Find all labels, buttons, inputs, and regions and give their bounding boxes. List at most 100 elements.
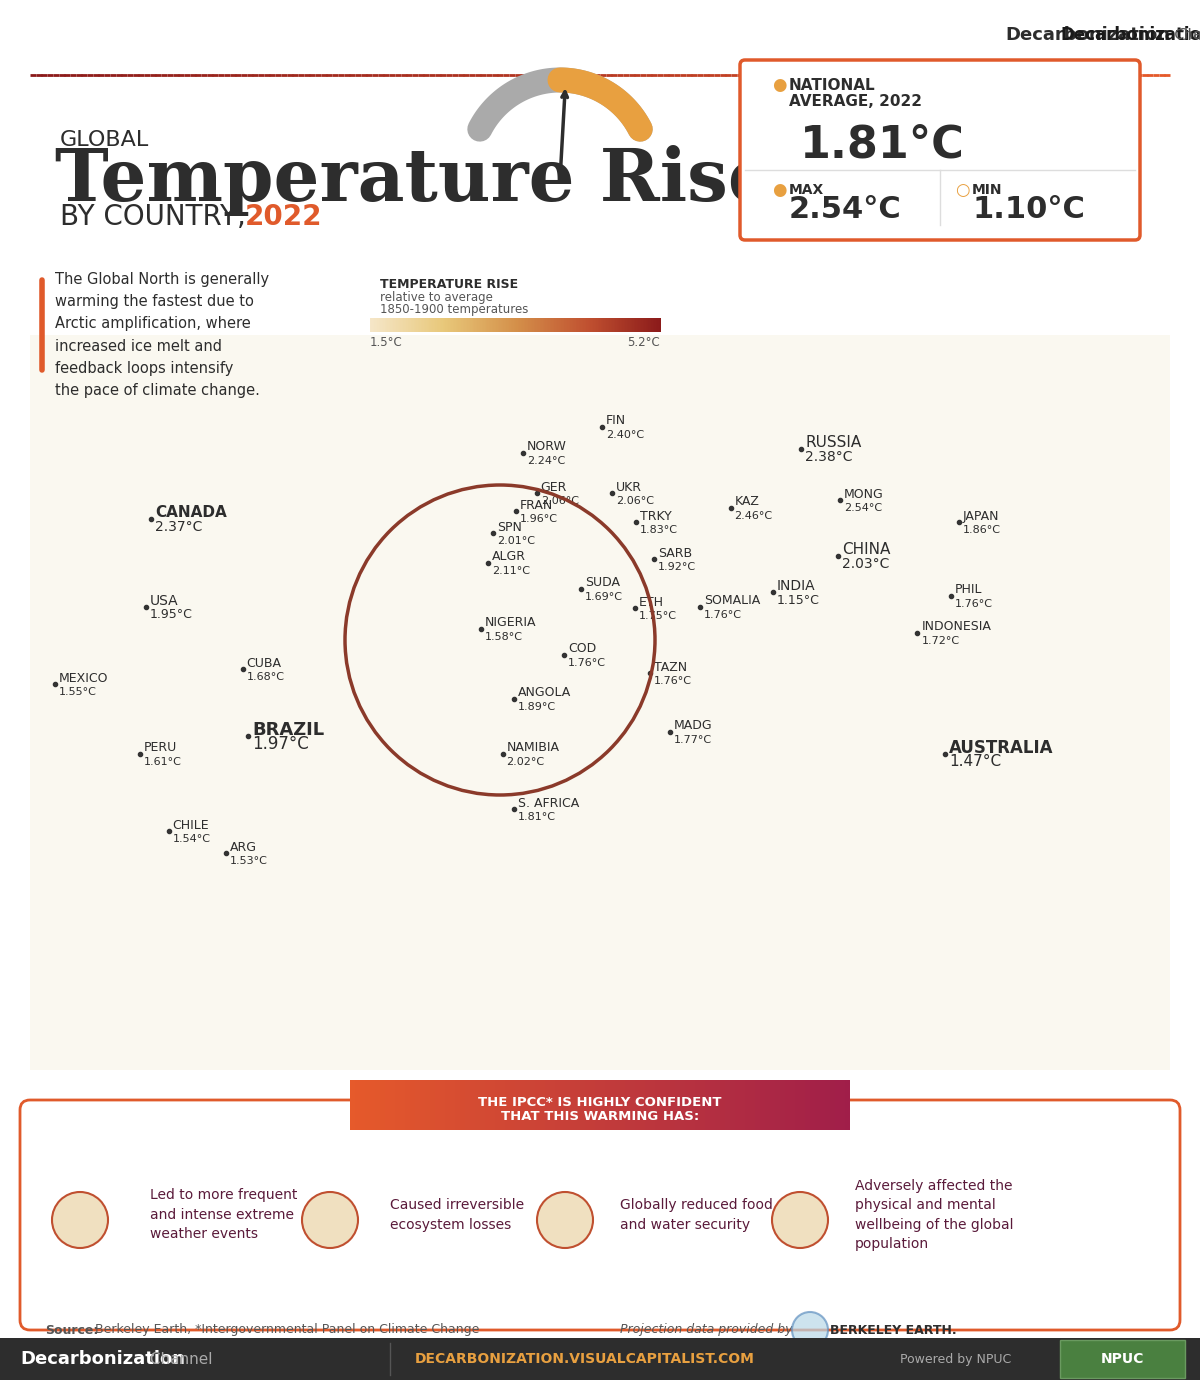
Bar	[403, 317, 406, 333]
Bar	[583, 317, 586, 333]
Text: MADG: MADG	[674, 719, 713, 733]
Bar	[408, 317, 409, 333]
Text: Decarbonization: Decarbonization	[1006, 26, 1170, 44]
Text: 2.37°C: 2.37°C	[156, 520, 203, 534]
Bar	[472, 317, 474, 333]
Bar	[526, 317, 527, 333]
Text: ●: ●	[772, 76, 786, 94]
Text: 5.2°C: 5.2°C	[628, 335, 660, 349]
Bar	[635, 317, 637, 333]
Bar	[641, 317, 643, 333]
Bar	[545, 1081, 550, 1130]
Text: SOMALIA: SOMALIA	[703, 595, 760, 607]
Text: Berkeley Earth, *Intergovernmental Panel on Climate Change: Berkeley Earth, *Intergovernmental Panel…	[95, 1323, 479, 1336]
Bar	[546, 317, 547, 333]
Bar	[480, 1081, 485, 1130]
Bar	[485, 317, 486, 333]
Bar	[571, 317, 574, 333]
Text: 1.69°C: 1.69°C	[586, 592, 623, 602]
Bar	[635, 1081, 640, 1130]
Bar	[355, 1081, 360, 1130]
Bar	[581, 317, 582, 333]
Bar	[706, 1081, 710, 1130]
Text: Globally reduced food
and water security: Globally reduced food and water security	[620, 1198, 773, 1232]
Text: 2.06°C: 2.06°C	[616, 495, 654, 506]
Text: UKR: UKR	[616, 480, 642, 494]
Bar	[826, 1081, 830, 1130]
Text: 1.86°C: 1.86°C	[962, 526, 1001, 535]
Bar	[402, 317, 404, 333]
Text: AUSTRALIA: AUSTRALIA	[949, 738, 1054, 758]
Bar	[380, 317, 382, 333]
Text: 1.76°C: 1.76°C	[954, 599, 992, 609]
Bar	[494, 317, 497, 333]
Text: 2.54°C: 2.54°C	[844, 504, 882, 513]
Bar	[565, 1081, 570, 1130]
Bar	[556, 317, 558, 333]
Bar	[450, 1081, 455, 1130]
Text: GLOBAL: GLOBAL	[60, 130, 149, 150]
Bar	[835, 1081, 840, 1130]
Bar	[426, 317, 428, 333]
Bar	[505, 317, 506, 333]
Bar	[421, 317, 422, 333]
Bar	[350, 1081, 355, 1130]
Bar	[520, 317, 521, 333]
Text: 1.77°C: 1.77°C	[674, 736, 713, 745]
Bar	[720, 1081, 725, 1130]
Bar	[607, 317, 610, 333]
Text: 1.96°C: 1.96°C	[521, 515, 558, 524]
Bar	[542, 317, 545, 333]
Bar	[516, 317, 518, 333]
Bar	[595, 317, 596, 333]
Bar	[613, 317, 616, 333]
Bar	[553, 317, 554, 333]
Circle shape	[302, 1192, 358, 1248]
Text: Led to more frequent
and intense extreme
weather events: Led to more frequent and intense extreme…	[150, 1188, 298, 1242]
Bar	[611, 317, 613, 333]
Bar	[493, 317, 496, 333]
Bar	[481, 317, 484, 333]
Text: 1.47°C: 1.47°C	[949, 755, 1001, 770]
Bar	[380, 1081, 385, 1130]
Bar	[674, 1081, 680, 1130]
Bar	[533, 317, 534, 333]
Bar	[590, 1081, 595, 1130]
Text: 1.15°C: 1.15°C	[776, 593, 820, 607]
Bar	[390, 1081, 395, 1130]
Text: 1.83°C: 1.83°C	[640, 526, 678, 535]
Bar	[407, 317, 408, 333]
Text: BRAZIL: BRAZIL	[252, 720, 324, 738]
Text: 2.24°C: 2.24°C	[527, 455, 565, 465]
Text: 1.81°C: 1.81°C	[518, 811, 556, 822]
Bar	[589, 317, 590, 333]
Bar	[502, 317, 504, 333]
Bar	[504, 317, 505, 333]
Bar	[631, 317, 632, 333]
Text: The Global North is generally
warming the fastest due to
Arctic amplification, w: The Global North is generally warming th…	[55, 272, 269, 397]
Bar	[655, 1081, 660, 1130]
Bar	[463, 317, 464, 333]
Bar	[650, 1081, 655, 1130]
Bar	[575, 1081, 580, 1130]
Bar	[370, 1081, 374, 1130]
Bar	[30, 335, 1170, 1070]
Bar	[610, 1081, 616, 1130]
Bar	[398, 317, 401, 333]
Bar	[586, 317, 588, 333]
Bar	[521, 317, 523, 333]
Text: ●: ●	[772, 181, 786, 199]
Text: TEMPERATURE RISE: TEMPERATURE RISE	[380, 279, 518, 291]
Bar	[685, 1081, 690, 1130]
Bar	[650, 317, 652, 333]
Bar	[505, 1081, 510, 1130]
Text: 1.54°C: 1.54°C	[173, 834, 210, 845]
Text: RUSSIA: RUSSIA	[805, 436, 862, 450]
Bar	[815, 1081, 820, 1130]
Text: 1.5°C: 1.5°C	[370, 335, 403, 349]
Bar	[456, 317, 457, 333]
Bar	[550, 1081, 554, 1130]
Text: 2022: 2022	[245, 203, 323, 230]
Bar	[425, 1081, 430, 1130]
Text: 1.58°C: 1.58°C	[485, 632, 523, 642]
